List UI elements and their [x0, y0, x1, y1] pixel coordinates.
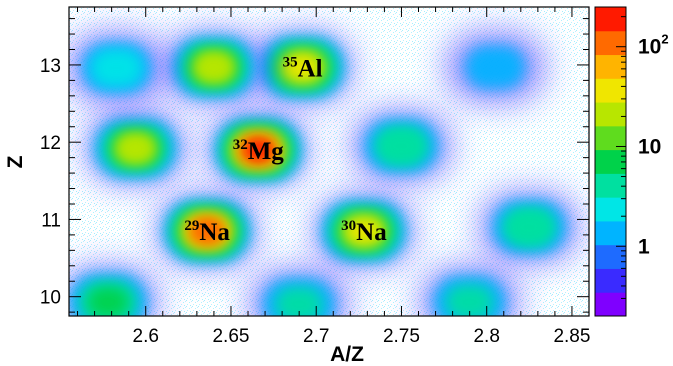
cluster-blob: [163, 31, 264, 104]
cluster-level: [87, 287, 129, 316]
colorbar-segment: [595, 197, 626, 222]
colorbar-segment: [595, 292, 626, 317]
colorbar-label: 1: [638, 235, 650, 258]
colorbar-label: 102: [638, 32, 669, 59]
cluster-level: [275, 287, 323, 316]
cluster-blob: [419, 266, 520, 316]
y-tick-label: 13: [40, 56, 61, 77]
colorbar-segment: [595, 268, 626, 293]
x-tick-label: 2.8: [473, 326, 499, 347]
cluster-blob: [85, 112, 186, 185]
x-tick-label: 2.75: [383, 326, 420, 347]
cluster-blob: [157, 195, 258, 268]
mass-number: 29: [184, 218, 199, 234]
cluster-level: [117, 135, 154, 162]
x-axis-title: A/Z: [330, 343, 364, 366]
x-tick-label: 2.85: [553, 326, 590, 347]
isotope-label: 29Na: [184, 218, 230, 246]
isotope-label: 30Na: [341, 218, 387, 246]
colorbar-segment: [595, 54, 626, 79]
isotope-label: 32Mg: [233, 137, 285, 165]
cluster-blob: [208, 113, 309, 186]
cluster-level: [285, 54, 320, 80]
cluster-level: [242, 138, 274, 162]
element-symbol: Al: [298, 55, 323, 82]
colorbar-segment: [595, 7, 626, 32]
element-symbol: Na: [199, 219, 230, 246]
cluster-level: [506, 210, 552, 244]
y-tick-label: 12: [40, 133, 61, 154]
cluster-level: [91, 49, 143, 87]
plot-frame: [68, 6, 590, 317]
heatmap-layer: [69, 7, 589, 316]
isotope-label: 35Al: [283, 54, 323, 82]
cluster-blob: [69, 266, 159, 316]
x-tick-label: 2.7: [303, 326, 329, 347]
cluster-blob: [252, 31, 353, 104]
cluster-blob: [249, 268, 350, 316]
colorbar-label: 10: [638, 135, 661, 158]
y-tick-label: 11: [41, 210, 61, 231]
cluster-level: [346, 218, 382, 244]
x-axis: 2.6 2.65 2.7 2.75 2.8 2.85: [77, 7, 590, 347]
element-symbol: Na: [356, 219, 387, 246]
colorbar-segment: [595, 220, 626, 246]
x-tick-label: 2.65: [212, 326, 249, 347]
colorbar-segment: [595, 30, 626, 56]
mass-number: 32: [233, 137, 248, 153]
cluster-blob: [479, 191, 580, 264]
cluster-level: [191, 219, 223, 243]
cluster-blob: [445, 31, 546, 104]
colorbar-segment: [595, 244, 626, 269]
cluster-level: [378, 129, 425, 163]
cluster-blob: [351, 110, 452, 183]
cluster-level: [464, 45, 526, 90]
mass-number: 35: [283, 54, 298, 70]
mass-number: 30: [341, 218, 356, 234]
x-tick-label: 2.6: [133, 326, 159, 347]
cluster-level: [445, 284, 494, 316]
y-tick-label: 10: [40, 288, 61, 309]
cluster-blob: [69, 32, 167, 105]
colorbar-segment: [595, 102, 626, 127]
colorbar-segment: [595, 78, 626, 103]
cluster-level: [196, 54, 232, 81]
element-symbol: Mg: [248, 138, 285, 165]
color-scale-bar: 1 10 102: [594, 6, 669, 317]
colorbar-segment: [595, 149, 626, 174]
y-axis-title: Z: [4, 155, 27, 168]
cluster-blob: [313, 195, 414, 268]
y-axis: 10 11 12 13: [40, 18, 589, 313]
colorbar-segment: [595, 173, 626, 198]
